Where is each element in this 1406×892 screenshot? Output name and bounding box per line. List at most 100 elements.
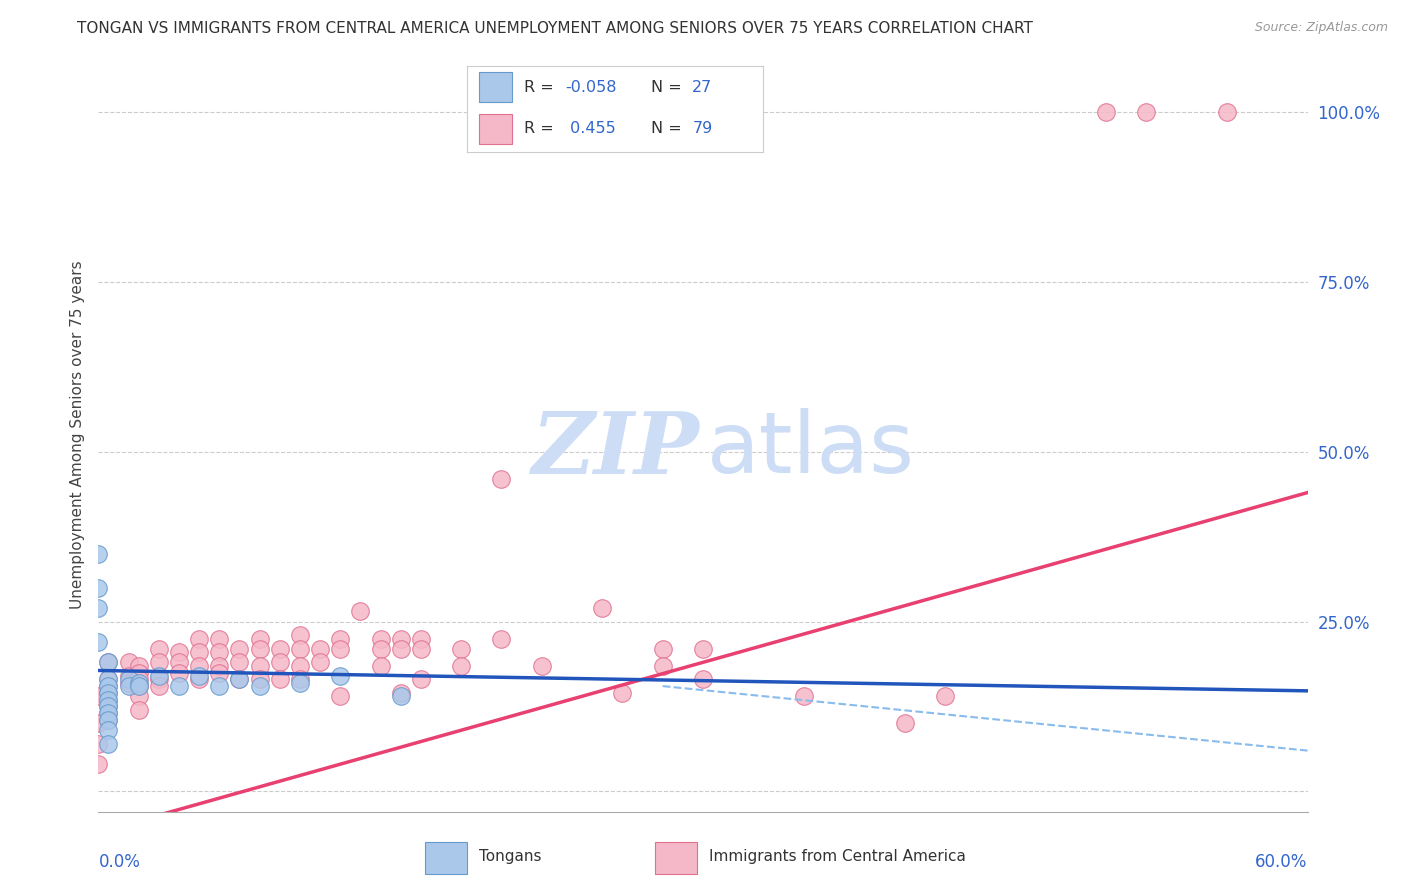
Point [188,673,211,687]
Point [692,673,714,687]
Point [651,641,673,656]
Point [128,703,150,717]
Point [491,472,513,486]
Point [409,632,432,646]
Point [288,673,311,687]
Text: ZIP: ZIP [531,409,699,491]
Point [97,713,120,727]
Point [450,641,472,656]
Point [349,604,371,618]
Point [188,632,211,646]
Point [167,665,190,680]
Point [148,679,170,693]
Point [97,656,120,670]
Text: 60.0%: 60.0% [1256,853,1308,871]
Point [97,706,120,721]
Point [409,673,432,687]
Point [128,679,150,693]
Point [97,673,120,687]
Point [249,641,271,656]
Point [249,679,271,693]
Point [167,679,190,693]
Point [87,547,110,561]
Point [370,632,392,646]
Point [329,690,352,704]
Point [167,656,190,670]
Point [118,669,141,683]
Point [97,723,120,738]
Point [692,641,714,656]
Point [530,658,553,673]
Point [208,645,231,659]
Point [188,645,211,659]
Point [793,690,815,704]
Point [167,645,190,659]
Point [97,692,120,706]
Point [208,665,231,680]
Point [128,675,150,690]
Point [97,699,120,714]
Point [97,679,120,693]
Point [288,641,311,656]
Point [97,656,120,670]
Point [148,641,170,656]
Point [208,632,231,646]
Point [612,686,634,700]
Point [228,656,250,670]
Point [228,673,250,687]
Point [87,737,110,751]
Point [188,658,211,673]
Point [370,641,392,656]
Point [651,658,673,673]
Text: 0.0%: 0.0% [98,853,141,871]
Point [128,673,150,687]
Point [228,673,250,687]
Point [118,656,141,670]
Point [1095,105,1118,120]
Point [97,713,120,727]
Point [228,641,250,656]
Point [389,632,412,646]
Point [370,658,392,673]
Point [97,673,120,687]
Point [87,601,110,615]
Text: atlas: atlas [707,409,915,491]
Point [87,635,110,649]
Point [97,686,120,700]
Point [128,690,150,704]
Point [450,658,472,673]
Point [389,690,412,704]
Point [97,686,120,700]
Point [389,686,412,700]
Text: Source: ZipAtlas.com: Source: ZipAtlas.com [1254,21,1388,35]
Point [249,673,271,687]
Point [118,675,141,690]
Y-axis label: Unemployment Among Seniors over 75 years: Unemployment Among Seniors over 75 years [69,260,84,609]
Point [309,656,332,670]
Point [208,679,231,693]
Point [329,669,352,683]
Point [128,658,150,673]
Point [128,665,150,680]
Point [249,632,271,646]
Point [249,658,271,673]
Point [87,716,110,731]
Point [188,669,211,683]
Point [409,641,432,656]
Point [97,706,120,721]
Point [97,699,120,714]
Point [118,673,141,687]
Point [269,656,291,670]
Point [269,641,291,656]
Point [148,656,170,670]
Point [329,632,352,646]
Point [1216,105,1239,120]
Point [591,601,613,615]
Point [309,641,332,656]
Point [934,690,956,704]
Point [97,737,120,751]
Point [288,675,311,690]
Text: TONGAN VS IMMIGRANTS FROM CENTRAL AMERICA UNEMPLOYMENT AMONG SENIORS OVER 75 YEA: TONGAN VS IMMIGRANTS FROM CENTRAL AMERIC… [77,21,1033,37]
Point [118,679,141,693]
Point [1135,105,1157,120]
